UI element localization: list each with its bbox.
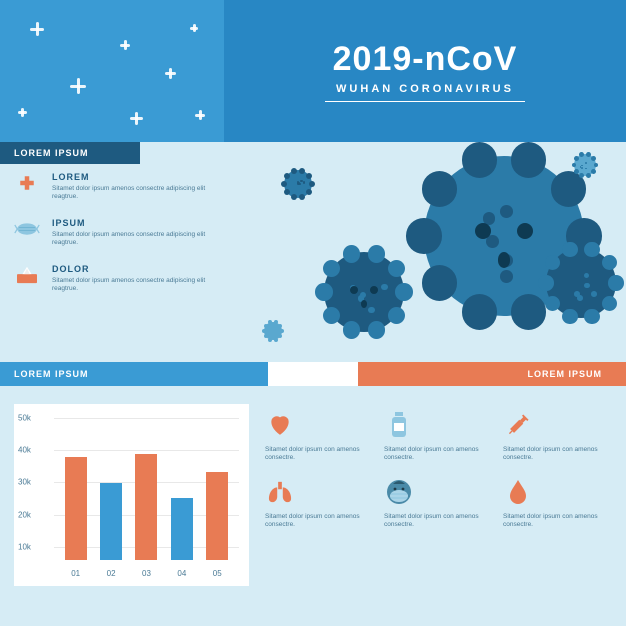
bar-chart: 50k 40k 30k 20k 10k 01 02 03 04 05 xyxy=(14,404,249,586)
left-column: LOREM IPSUM LOREM Sitamet dolor ipsum ame… xyxy=(0,142,224,362)
blood-drop-icon xyxy=(503,477,533,507)
item-label: DOLOR xyxy=(52,264,210,274)
item-desc: Sitamet dolor ipsum amenos consectre adi… xyxy=(52,231,210,248)
virus-illustration xyxy=(224,142,626,362)
y-axis-label: 10k xyxy=(18,542,31,551)
header: 2019-nCoV WUHAN CORONAVIRUS xyxy=(0,0,626,142)
midstrip-right-label: LOREM IPSUM xyxy=(527,369,626,379)
header-sparkle-panel xyxy=(0,0,224,142)
chart-bar xyxy=(171,498,193,560)
info-item: IPSUM Sitamet dolor ipsum amenos consectr… xyxy=(0,210,224,256)
grid-item: Sitamet dolor ipsum con amenos consectre… xyxy=(384,477,493,530)
grid-item-desc: Sitamet dolor ipsum con amenos consectre… xyxy=(503,446,612,463)
y-axis-label: 20k xyxy=(18,510,31,519)
chart-bar xyxy=(100,483,122,560)
x-axis-label: 01 xyxy=(71,569,80,578)
virus-shape xyxy=(284,170,312,198)
cross-icon xyxy=(14,172,40,194)
midstrip-left: LOREM IPSUM xyxy=(0,362,268,386)
subtitle-underline xyxy=(325,101,525,103)
bottle-icon xyxy=(384,410,414,440)
chart-bar xyxy=(135,454,157,560)
virus-shape xyxy=(574,154,596,176)
page-subtitle: WUHAN CORONAVIRUS xyxy=(336,83,514,95)
grid-item: Sitamet dolor ipsum con amenos consectre… xyxy=(265,477,374,530)
virus-shape xyxy=(546,248,616,318)
x-axis-label: 04 xyxy=(177,569,186,578)
chart-bar xyxy=(65,457,87,560)
grid-item-desc: Sitamet dolor ipsum con amenos consectre… xyxy=(384,513,493,530)
mid-strip: LOREM IPSUM LOREM IPSUM xyxy=(0,362,626,386)
grid-item: Sitamet dolor ipsum con amenos consectre… xyxy=(503,410,612,463)
x-axis-label: 05 xyxy=(213,569,222,578)
grid-item-desc: Sitamet dolor ipsum con amenos consectre… xyxy=(503,513,612,530)
midstrip-right: LOREM IPSUM xyxy=(358,362,626,386)
y-axis-label: 30k xyxy=(18,478,31,487)
virus-shape xyxy=(264,322,282,340)
info-item: LOREM Sitamet dolor ipsum amenos consectr… xyxy=(0,164,224,210)
tissue-icon xyxy=(14,264,40,286)
item-label: IPSUM xyxy=(52,218,210,228)
item-label: LOREM xyxy=(52,172,210,182)
grid-item-desc: Sitamet dolor ipsum con amenos consectre… xyxy=(265,513,374,530)
y-axis-label: 40k xyxy=(18,446,31,455)
grid-item-desc: Sitamet dolor ipsum con amenos consectre… xyxy=(265,446,374,463)
virus-shape xyxy=(324,252,404,332)
midstrip-left-label: LOREM IPSUM xyxy=(0,369,89,379)
mask-icon xyxy=(14,218,40,240)
grid-item: Sitamet dolor ipsum con amenos consectre… xyxy=(265,410,374,463)
info-item: DOLOR Sitamet dolor ipsum amenos consectr… xyxy=(0,256,224,302)
syringe-icon xyxy=(503,410,533,440)
grid-item: Sitamet dolor ipsum con amenos consectre… xyxy=(503,477,612,530)
grid-item: Sitamet dolor ipsum con amenos consectre… xyxy=(384,410,493,463)
heart-icon xyxy=(265,410,295,440)
grid-item-desc: Sitamet dolor ipsum con amenos consectre… xyxy=(384,446,493,463)
item-desc: Sitamet dolor ipsum amenos consectre adi… xyxy=(52,185,210,202)
section1-title: LOREM IPSUM xyxy=(0,142,140,164)
lungs-icon xyxy=(265,477,295,507)
item-desc: Sitamet dolor ipsum amenos consectre adi… xyxy=(52,277,210,294)
x-axis-label: 02 xyxy=(107,569,116,578)
x-axis-label: 03 xyxy=(142,569,151,578)
icon-grid: Sitamet dolor ipsum con amenos consectre… xyxy=(265,404,612,586)
face-mask-icon xyxy=(384,477,414,507)
y-axis-label: 50k xyxy=(18,414,31,423)
midstrip-gap xyxy=(268,362,358,386)
chart-bar xyxy=(206,472,228,560)
header-title-panel: 2019-nCoV WUHAN CORONAVIRUS xyxy=(224,0,626,142)
page-title: 2019-nCoV xyxy=(333,40,518,79)
